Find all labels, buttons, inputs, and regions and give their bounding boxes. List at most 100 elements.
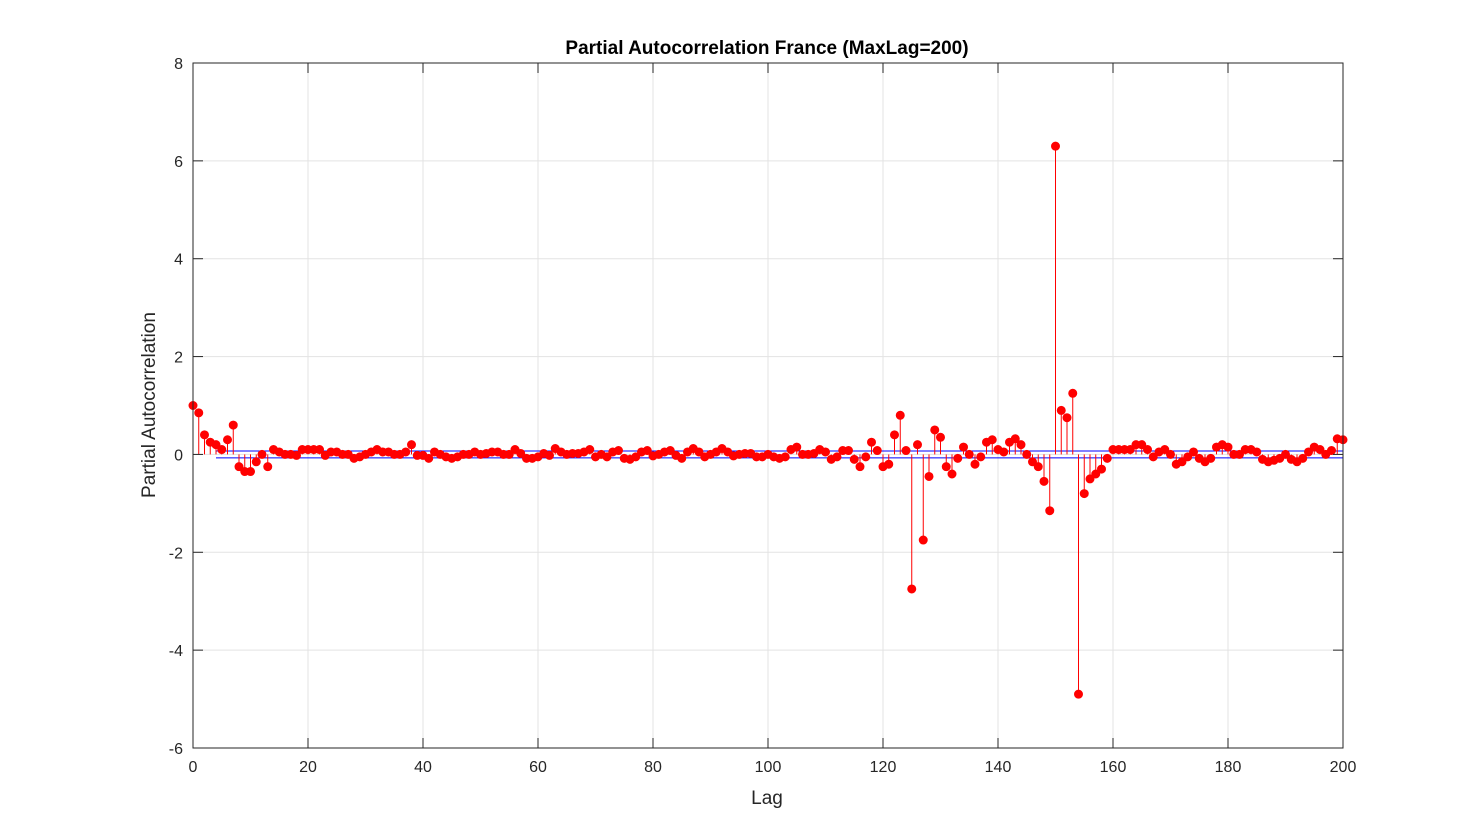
stem-marker xyxy=(614,446,623,456)
stem-marker xyxy=(1177,457,1187,467)
y-tick-label: 2 xyxy=(174,350,183,367)
stem-marker xyxy=(677,453,687,463)
stem-marker xyxy=(1079,489,1089,499)
stem-marker xyxy=(642,446,652,456)
stem-marker xyxy=(1189,447,1198,457)
x-tick-label: 0 xyxy=(189,759,198,776)
y-tick-label: -4 xyxy=(169,643,183,660)
stem-marker xyxy=(211,440,221,450)
stem-marker xyxy=(913,440,922,450)
stem-marker xyxy=(251,457,261,467)
y-axis-label: Partial Autocorrelation xyxy=(139,312,160,498)
stem-marker xyxy=(1016,440,1026,450)
stem-marker xyxy=(792,442,802,452)
stem-marker xyxy=(1010,434,1020,444)
stem-marker xyxy=(1298,453,1308,463)
x-axis-label: Lag xyxy=(751,788,783,809)
x-tick-label: 120 xyxy=(870,759,897,776)
stem-marker xyxy=(941,462,951,472)
stem-marker xyxy=(907,584,917,594)
stem-marker xyxy=(1183,452,1193,462)
stem-marker xyxy=(315,445,324,455)
stem-marker xyxy=(1097,464,1106,474)
stem-marker xyxy=(849,454,859,464)
stem-marker xyxy=(1235,449,1244,459)
stem-marker xyxy=(861,452,871,462)
stem-marker xyxy=(401,447,411,457)
x-tick-label: 140 xyxy=(985,759,1012,776)
stem-marker xyxy=(1102,453,1112,463)
stem-marker xyxy=(832,452,842,462)
x-tick-label: 60 xyxy=(529,759,547,776)
stem-marker xyxy=(200,430,209,440)
stem-marker xyxy=(585,445,595,455)
stem-marker xyxy=(1281,449,1290,459)
stem-marker xyxy=(953,453,963,463)
stem-marker xyxy=(1166,449,1175,459)
y-tick-label: -6 xyxy=(169,741,183,758)
stem-marker xyxy=(1056,405,1066,415)
y-tick-label: 4 xyxy=(174,252,183,269)
stem-marker xyxy=(1125,445,1135,455)
stem-marker xyxy=(516,448,526,458)
stem-marker xyxy=(234,462,244,472)
stem-marker xyxy=(1074,689,1083,699)
stem-marker xyxy=(228,420,238,430)
stem-marker xyxy=(1028,457,1037,467)
stem-marker xyxy=(964,449,974,459)
stem-marker xyxy=(890,430,899,440)
stem-marker xyxy=(918,535,928,545)
y-tick-label: 6 xyxy=(174,154,183,171)
stem-marker xyxy=(223,435,232,445)
stem-marker xyxy=(504,449,514,459)
stem-marker xyxy=(1045,506,1055,516)
stem-marker xyxy=(1223,442,1233,452)
stem-marker xyxy=(901,446,911,456)
axis-ticks: 0 20 40 60 80 100 120 140 160 180 200 -6 -4 -2 0 2 4 6 8 xyxy=(169,56,1357,776)
stem-marker xyxy=(867,437,876,447)
y-tick-label: 8 xyxy=(174,56,183,73)
stem-marker xyxy=(936,432,945,442)
stem-marker xyxy=(194,408,204,418)
stem-marker xyxy=(1051,141,1060,151)
stem-marker xyxy=(545,450,554,460)
stem-marker xyxy=(976,452,986,462)
stem-marker xyxy=(1327,446,1336,456)
stem-marker xyxy=(246,467,255,477)
stem-marker xyxy=(1160,445,1170,455)
stem-marker xyxy=(872,446,882,456)
stem-marker xyxy=(930,425,940,435)
stem-marker xyxy=(844,446,853,456)
stem-marker xyxy=(947,469,957,479)
y-tick-label: 0 xyxy=(174,447,183,464)
stem-marker xyxy=(1137,440,1147,450)
stem-marker xyxy=(407,440,416,450)
x-tick-label: 20 xyxy=(299,759,317,776)
stem-marker xyxy=(263,462,273,472)
stem-marker xyxy=(1091,469,1101,479)
stem-marker xyxy=(999,447,1009,457)
stem-marker xyxy=(1304,447,1313,457)
stem-marker xyxy=(1315,445,1325,455)
stem-marker xyxy=(602,452,612,462)
x-tick-label: 180 xyxy=(1215,759,1242,776)
stem-marker xyxy=(1022,449,1032,459)
stem-marker xyxy=(895,410,905,420)
stem-marker xyxy=(1085,474,1095,484)
stem-marker xyxy=(1068,388,1078,398)
stem-marker xyxy=(780,452,790,462)
stem-marker xyxy=(631,452,641,462)
stem-marker xyxy=(292,450,301,460)
stem-marker xyxy=(987,435,997,445)
x-tick-label: 160 xyxy=(1100,759,1127,776)
stem-marker xyxy=(970,459,980,469)
stem-marker xyxy=(217,445,227,455)
y-tick-label: -2 xyxy=(169,545,183,562)
pacf-stems xyxy=(188,141,1348,699)
stem-marker xyxy=(884,459,894,469)
stem-marker xyxy=(1252,447,1262,457)
chart-title: Partial Autocorrelation France (MaxLag=2… xyxy=(565,38,968,59)
x-tick-label: 40 xyxy=(414,759,432,776)
